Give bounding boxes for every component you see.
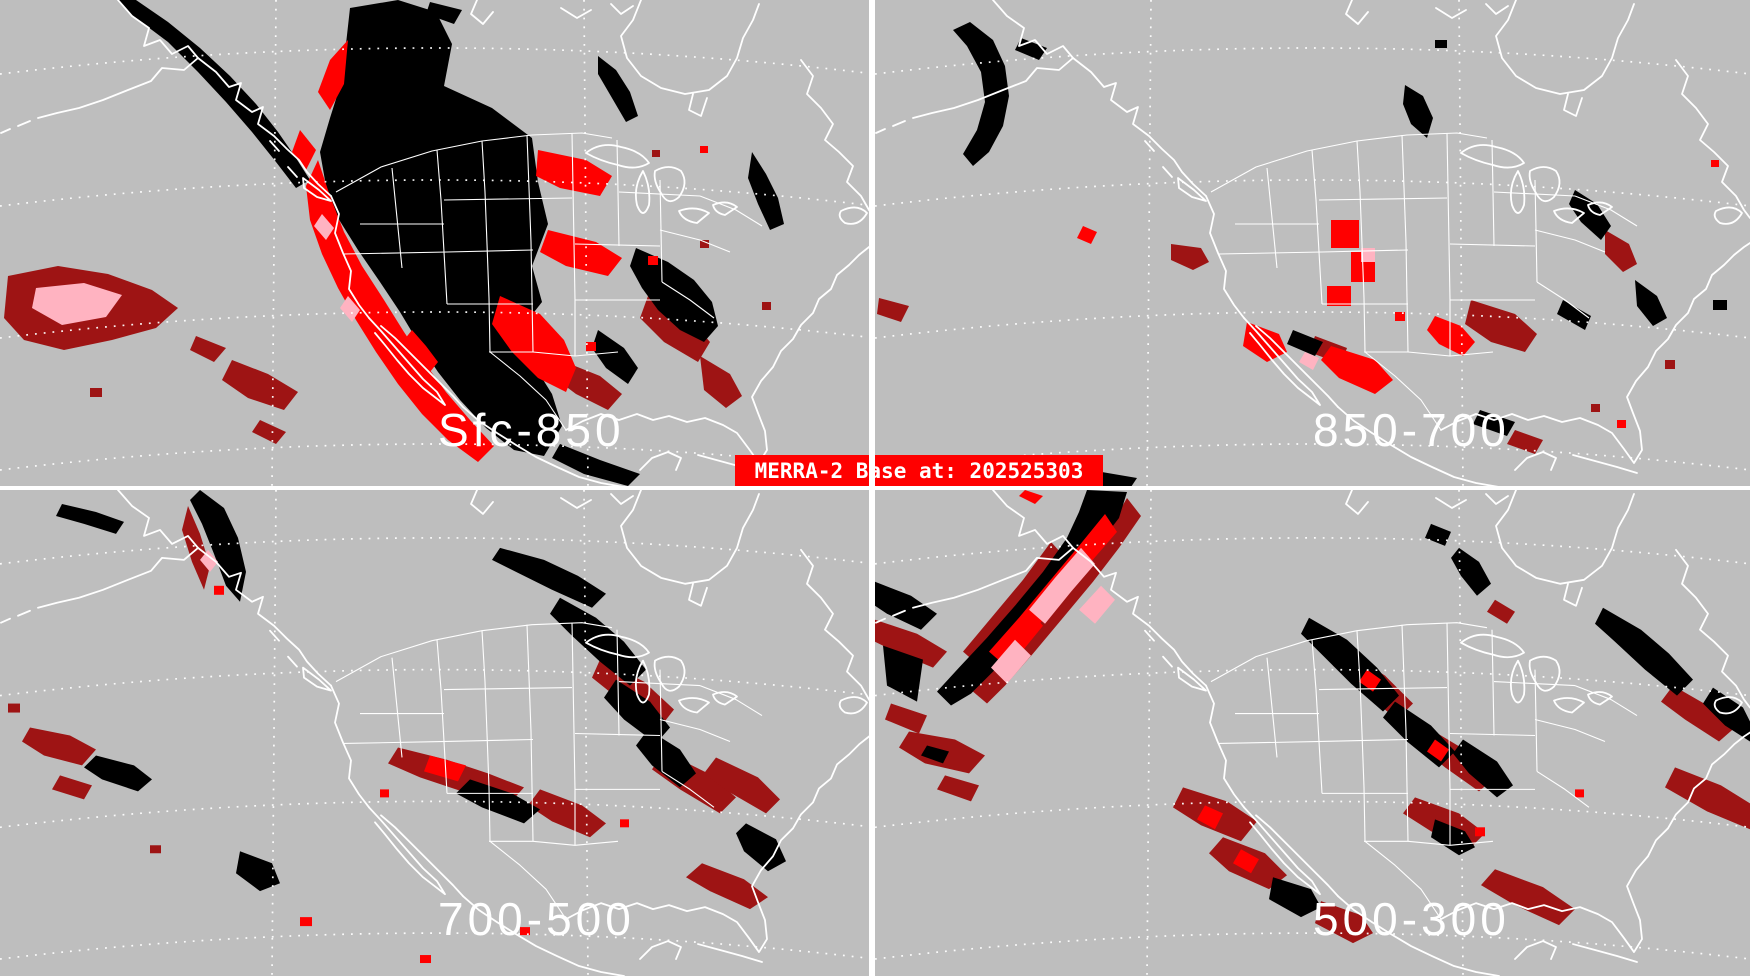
dark-red-regions: [875, 497, 1750, 944]
black-regions: [875, 490, 1750, 918]
panel-700-500: 700-500: [0, 490, 875, 976]
aerosol-overlay-sfc-850: [4, 0, 784, 486]
map-svg-500-300: [875, 490, 1750, 976]
pink-regions: [991, 547, 1115, 684]
panel-label-500-300: 500-300: [1313, 893, 1510, 945]
pink-regions: [200, 549, 218, 572]
red-regions: [214, 585, 629, 964]
aerosol-overlay-850-700: [877, 22, 1727, 487]
panel-divider-horizontal: [0, 486, 1750, 490]
panel-sfc-850: Sfc-850: [0, 0, 875, 487]
map-svg-700-500: [0, 490, 875, 976]
aerosol-overlay-500-300: [875, 490, 1750, 944]
black-regions: [118, 0, 784, 486]
base-time-text: MERRA-2 Base at: 202525303: [754, 459, 1084, 483]
black-regions: [56, 490, 786, 892]
dark-red-regions: [8, 505, 780, 910]
panel-label-850-700: 850-700: [1313, 404, 1510, 456]
pink-regions: [32, 214, 360, 325]
red-regions: [1077, 160, 1719, 428]
panel-500-300: 500-300: [875, 490, 1750, 976]
map-svg-sfc-850: [0, 0, 875, 487]
base-time-banner: MERRA-2 Base at: 202525303: [735, 455, 1103, 488]
panel-label-sfc-850: Sfc-850: [438, 404, 625, 456]
black-regions: [953, 22, 1727, 487]
panel-850-700: 850-700: [875, 0, 1750, 487]
map-svg-850-700: [875, 0, 1750, 487]
aerosol-overlay-700-500: [8, 490, 786, 964]
panel-label-700-500: 700-500: [438, 893, 635, 945]
